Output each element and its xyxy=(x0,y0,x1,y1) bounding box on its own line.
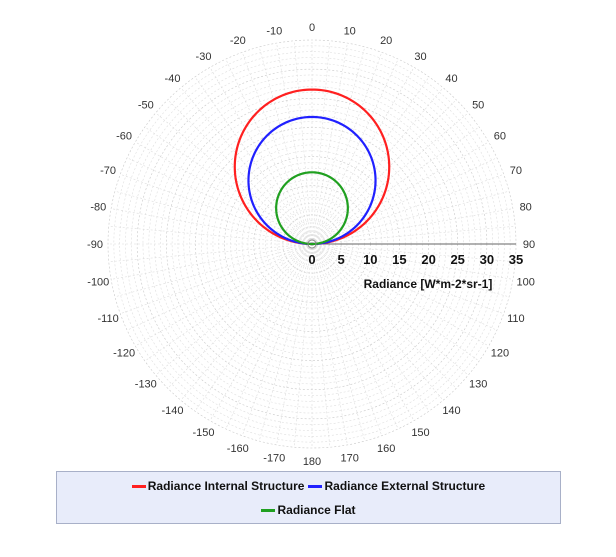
grid-spoke xyxy=(311,243,516,263)
grid-spoke xyxy=(155,243,313,376)
legend-label-external: Radiance External Structure xyxy=(324,479,486,493)
radial-tick-label: 30 xyxy=(480,252,494,267)
legend-swatch-flat xyxy=(261,508,276,512)
radial-tick-labels: 0 5 10 15 20 25 30 35 xyxy=(308,252,523,267)
angular-tick-label: -30 xyxy=(196,51,212,63)
grid-spoke xyxy=(311,243,513,280)
grid-spoke xyxy=(311,243,348,445)
angular-tick-label: 90 xyxy=(523,239,535,251)
grid-spoke xyxy=(311,208,513,245)
angular-tick-label: -50 xyxy=(138,100,154,112)
legend-swatch-internal xyxy=(131,484,146,488)
angular-tick-label: 180 xyxy=(303,456,321,468)
legend: Radiance Internal Structure Radiance Ext… xyxy=(56,471,561,524)
angular-tick-label: 120 xyxy=(491,348,509,360)
radial-tick-label: 15 xyxy=(392,252,406,267)
radial-tick-label: 35 xyxy=(509,252,523,267)
grid-spoke xyxy=(311,225,516,245)
legend-item-internal: Radiance Internal Structure xyxy=(131,479,305,493)
legend-label-flat: Radiance Flat xyxy=(277,503,356,517)
angular-tick-label: -120 xyxy=(113,348,135,360)
angular-tick-label: -80 xyxy=(90,201,106,213)
grid-spoke xyxy=(311,243,469,376)
series-line-2 xyxy=(275,171,349,246)
angular-tick-label: -40 xyxy=(165,73,181,85)
angular-tick-label: -130 xyxy=(135,379,157,391)
angular-tick-label: 50 xyxy=(472,100,484,112)
angular-tick-label: -110 xyxy=(97,313,118,325)
angular-tick-label: -150 xyxy=(192,427,214,439)
grid-spoke xyxy=(241,243,313,436)
grid-spoke xyxy=(293,40,313,245)
angular-tick-label: -20 xyxy=(230,35,246,47)
grid-spoke xyxy=(108,243,313,263)
grid-spoke xyxy=(258,243,313,442)
radial-tick-label: 10 xyxy=(363,252,377,267)
grid-spoke xyxy=(311,243,366,442)
angular-tick-label: 20 xyxy=(380,35,392,47)
angular-tick-label: 130 xyxy=(469,379,487,391)
grid-spoke xyxy=(276,43,313,245)
grid-spoke xyxy=(311,87,444,245)
grid-spoke xyxy=(108,225,313,245)
angular-tick-label: 30 xyxy=(414,51,426,63)
angular-tick-labels: 0 102030405060708090100110120130140150160… xyxy=(87,22,535,468)
grid-spoke xyxy=(311,243,331,448)
grid-spoke xyxy=(293,243,313,448)
grid-spoke xyxy=(225,243,313,430)
angular-tick-label: 80 xyxy=(520,201,532,213)
angular-tick-label: -140 xyxy=(161,405,183,417)
legend-swatch-external xyxy=(308,484,323,488)
grid-spoke xyxy=(276,243,313,445)
legend-item-flat: Radiance Flat xyxy=(261,503,356,517)
polar-chart: 0 102030405060708090100110120130140150160… xyxy=(87,22,535,468)
angular-tick-label: 100 xyxy=(517,277,535,289)
angular-tick-label: 10 xyxy=(344,25,356,37)
angular-tick-label: 60 xyxy=(494,131,506,143)
angular-tick-label: -100 xyxy=(87,277,109,289)
angular-tick-label: 160 xyxy=(377,443,395,455)
grid-spoke xyxy=(311,43,348,245)
angular-tick-label: -10 xyxy=(266,25,282,37)
radial-tick-label: 0 xyxy=(308,252,315,267)
legend-label-internal: Radiance Internal Structure xyxy=(147,479,305,493)
radial-axis-title: Radiance [W*m-2*sr-1] xyxy=(364,277,493,291)
pole-marker xyxy=(307,239,317,249)
angular-tick-label: 150 xyxy=(411,427,429,439)
radial-tick-label: 25 xyxy=(450,252,464,267)
grid-spoke xyxy=(111,243,313,280)
radial-tick-label: 5 xyxy=(337,252,344,267)
grid-spoke xyxy=(155,112,313,245)
grid-spoke xyxy=(114,243,313,298)
angular-tick-label: 170 xyxy=(341,453,359,465)
legend-row: Radiance Internal Structure Radiance Ext… xyxy=(57,474,560,498)
angular-tick-label: -60 xyxy=(116,131,132,143)
angular-tick-label: 70 xyxy=(510,165,522,177)
angular-tick-label: -170 xyxy=(263,453,285,465)
angular-tick-label: -160 xyxy=(227,443,249,455)
grid-spoke xyxy=(258,46,313,245)
grid-spoke xyxy=(111,208,313,245)
angular-tick-label: 140 xyxy=(442,405,460,417)
series-line-0 xyxy=(233,88,391,246)
angular-tick-label: -70 xyxy=(100,165,116,177)
angular-tick-label: -90 xyxy=(87,239,103,251)
legend-row: Radiance Flat xyxy=(57,498,560,522)
grid-spoke xyxy=(311,46,366,245)
angular-tick-label: 0 xyxy=(309,22,315,34)
grid-spoke xyxy=(311,243,444,401)
angular-tick-label: 110 xyxy=(507,313,525,325)
series-line-1 xyxy=(247,115,377,246)
series-lines xyxy=(233,88,391,246)
grid-spoke xyxy=(180,87,313,245)
grid-spoke xyxy=(311,112,469,245)
angular-tick-label: 40 xyxy=(445,73,457,85)
grid-spoke xyxy=(311,173,504,245)
grid-spoke xyxy=(120,173,313,245)
legend-item-external: Radiance External Structure xyxy=(308,479,485,493)
radial-tick-label: 20 xyxy=(421,252,435,267)
grid-spoke xyxy=(180,243,313,401)
grid-spoke xyxy=(311,40,331,245)
